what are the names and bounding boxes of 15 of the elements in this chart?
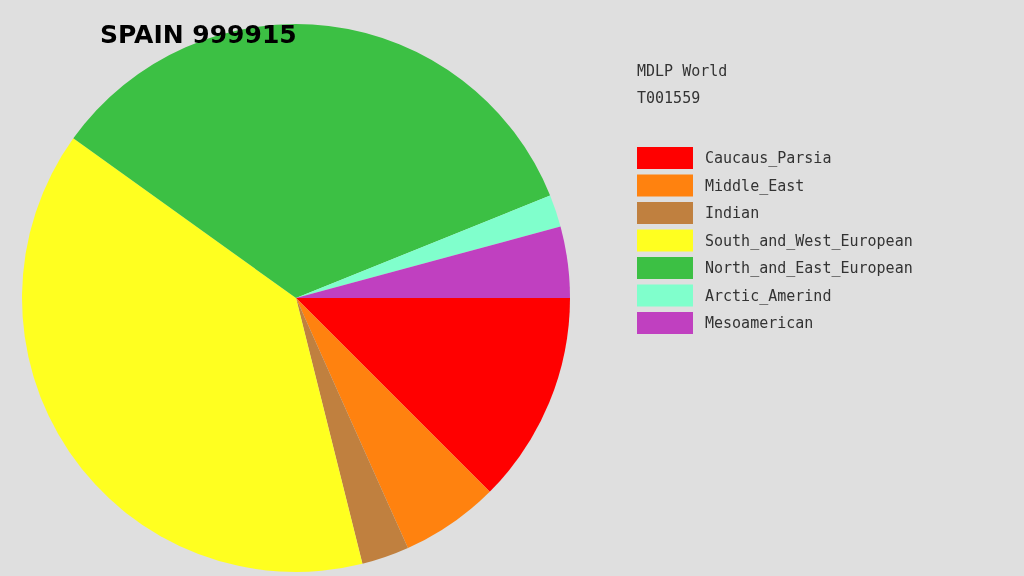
pie-slice: [296, 298, 408, 564]
legend-label: Mesoamerican: [705, 314, 814, 332]
pie-slice: [296, 298, 570, 492]
pie-slice: [73, 24, 551, 298]
legend-label: Indian: [705, 204, 760, 222]
pie-slice: [296, 226, 570, 298]
legend-label: Caucaus_Parsia: [705, 149, 832, 167]
legend-label: Middle_East: [705, 176, 805, 195]
pie-slice: [296, 195, 561, 298]
legend-title: MDLP World T001559: [637, 62, 728, 107]
pie-slice: [22, 138, 363, 572]
legend-label: North_and_East_European: [705, 259, 913, 277]
pie-slice: [296, 298, 490, 549]
legend-label: South_and_West_European: [705, 231, 913, 250]
legend-label: Arctic_Amerind: [705, 286, 832, 305]
